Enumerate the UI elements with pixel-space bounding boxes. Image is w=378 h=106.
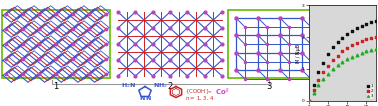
1: [373, 20, 378, 22]
3: [320, 78, 326, 80]
2: [364, 38, 370, 40]
1: [364, 23, 370, 25]
Text: $n$ = 1, 3, 4: $n$ = 1, 3, 4: [185, 94, 214, 102]
Text: Co$^{II}$: Co$^{II}$: [215, 86, 230, 98]
2: [339, 51, 345, 52]
2: [368, 37, 374, 39]
1: [311, 84, 317, 86]
3: [364, 50, 370, 52]
1: [306, 100, 312, 102]
3: [306, 100, 312, 102]
Bar: [228, 10, 310, 78]
1: [335, 41, 341, 43]
2: [311, 89, 317, 90]
3: [339, 61, 345, 63]
1: [315, 71, 321, 73]
Legend: 1, 2, 3: 1, 2, 3: [366, 83, 374, 99]
3: [330, 68, 336, 70]
2: [354, 42, 360, 44]
Text: 3: 3: [266, 82, 272, 91]
3: [335, 65, 341, 66]
Text: N: N: [145, 96, 151, 102]
Bar: [2, 10, 110, 78]
Text: 2: 2: [167, 82, 173, 91]
1: [320, 62, 326, 63]
2: [359, 40, 365, 42]
1: [349, 30, 355, 32]
2: [330, 59, 336, 61]
1: [339, 37, 345, 39]
3: [373, 48, 378, 49]
1: [330, 46, 336, 48]
1: [368, 22, 374, 23]
Text: N: N: [139, 96, 145, 102]
2: [320, 71, 326, 73]
3: [311, 92, 317, 94]
2: [349, 45, 355, 46]
2: [344, 47, 350, 49]
3: [359, 52, 365, 54]
3: [344, 59, 350, 60]
2: [373, 36, 378, 38]
1: [325, 53, 331, 54]
Text: NH$_2$: NH$_2$: [153, 82, 168, 90]
3: [349, 56, 355, 58]
2: [315, 79, 321, 81]
2: [335, 55, 341, 56]
1: [354, 27, 360, 29]
Text: H$_2$N: H$_2$N: [121, 82, 136, 90]
1: [359, 25, 365, 27]
2: [306, 100, 312, 102]
3: [325, 73, 331, 75]
3: [315, 85, 321, 86]
Text: 1: 1: [53, 82, 59, 91]
2: [325, 65, 331, 67]
3: [368, 49, 374, 51]
3: [354, 54, 360, 55]
Text: {COOH}$_n$: {COOH}$_n$: [185, 88, 213, 96]
1: [344, 33, 350, 35]
Y-axis label: M / NμB: M / NμB: [296, 43, 301, 63]
